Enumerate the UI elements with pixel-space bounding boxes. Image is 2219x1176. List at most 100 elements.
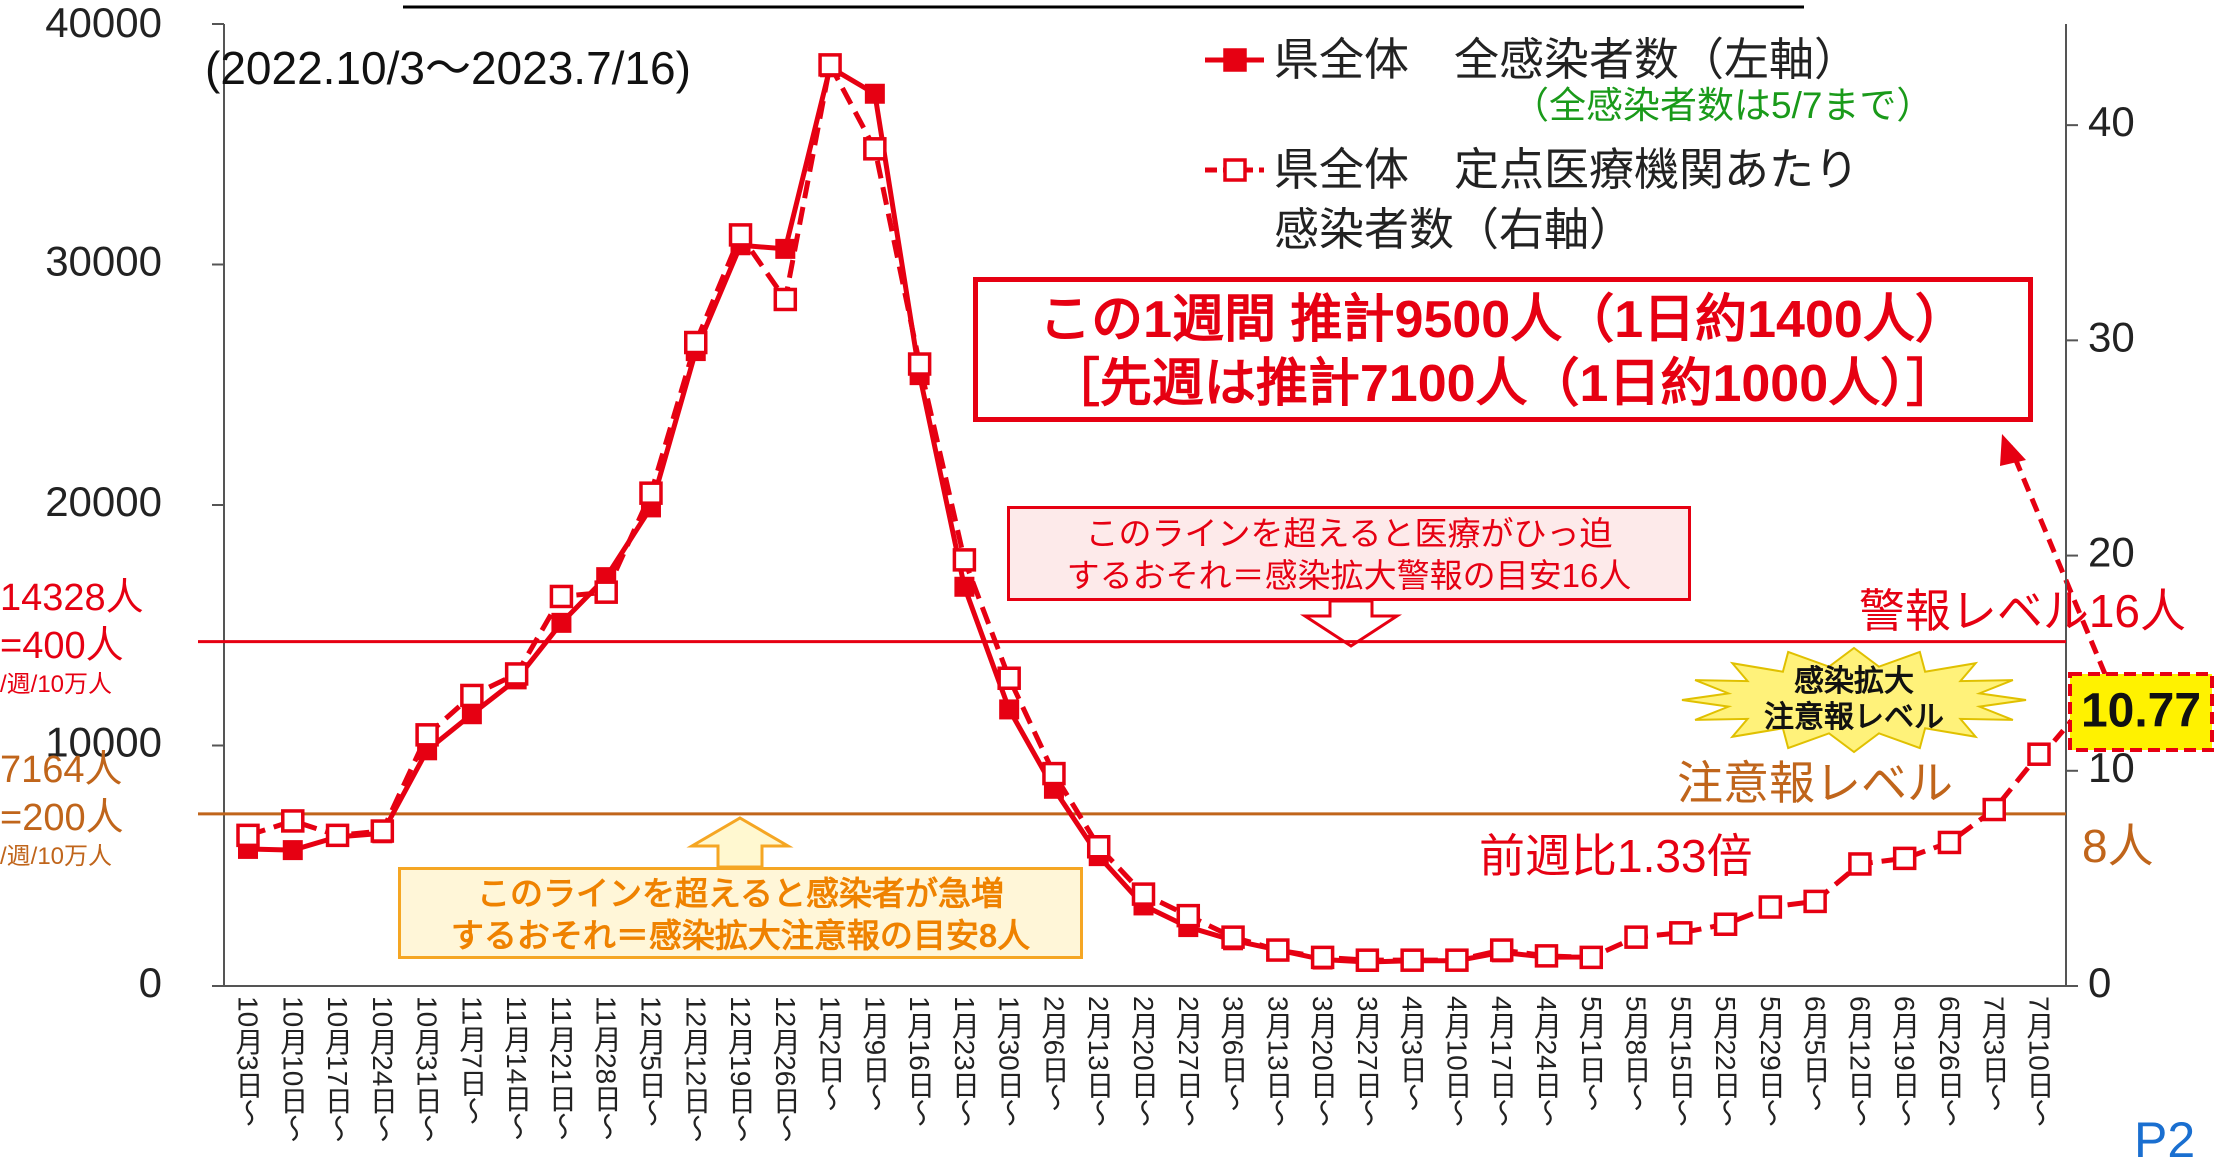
series-marker [1042, 761, 1066, 786]
threshold-left-line: /週/10万人 [0, 670, 113, 698]
series-marker [551, 612, 572, 633]
x-tick-label: 10月17日～ [322, 996, 353, 1142]
legend-marker [1223, 48, 1247, 72]
series-marker [999, 699, 1020, 720]
series-marker [997, 666, 1021, 690]
alert-note: このラインを超えると医療がひっ迫 するおそれ＝感染拡大警報の目安16人 [1007, 506, 1691, 601]
x-tick-label: 6月26日～ [1934, 996, 1965, 1127]
star-line: 感染拡大 [1794, 665, 1914, 698]
x-tick-label: 2月20日～ [1128, 996, 1159, 1127]
series-marker [864, 83, 885, 104]
threshold-left-line: 7164人 [0, 748, 123, 791]
value-label-box [2068, 672, 2214, 752]
x-tick-label: 10月10日～ [277, 996, 308, 1142]
series-marker [1086, 835, 1111, 859]
series-marker [952, 548, 977, 572]
y-tick-label: 0 [139, 959, 162, 1006]
series-marker [1579, 945, 1603, 970]
pointer-arrow-head [2000, 434, 2026, 466]
period: (2022.10/3～2023.7/16) [205, 42, 691, 94]
x-tick-label: 2月6日～ [1038, 996, 1069, 1111]
x-tick-label: 5月1日～ [1576, 996, 1607, 1111]
threshold-left-label: 7164人 =200人/週/10万人 [0, 746, 220, 872]
x-tick-label: 3月13日～ [1262, 996, 1293, 1127]
series-marker [639, 481, 663, 505]
series-marker [1669, 921, 1693, 945]
series-marker [1355, 948, 1380, 972]
x-tick-label: 11月28日～ [591, 996, 622, 1140]
x-tick-label: 4月3日～ [1397, 996, 1428, 1111]
series-marker [1131, 882, 1156, 906]
series-marker [282, 840, 303, 861]
threshold-label: 注意報レベル [1677, 757, 1953, 809]
series-marker [1624, 925, 1648, 949]
estimate-box: この1週間 推計9500人（1日約1400人） ［先週は推計7100人（1日約10… [973, 277, 2033, 422]
series-marker [1713, 912, 1738, 936]
x-tick-label: 12月12日～ [680, 996, 711, 1142]
x-tick-label: 1月9日～ [859, 996, 890, 1111]
x-tick-label: 1月2日～ [815, 996, 846, 1111]
series-marker [504, 662, 529, 686]
legend-label: 県全体 定点医療機関あたり 感染者数（右軸） [1274, 144, 1860, 255]
y-tick-label: 30000 [45, 238, 162, 285]
page-number: P2 [2134, 1112, 2196, 1168]
x-tick-label: 12月5日～ [635, 996, 666, 1127]
series-marker [1848, 852, 1872, 876]
series-marker [1982, 797, 2006, 822]
series-marker [1310, 945, 1335, 970]
series-marker [728, 223, 753, 247]
caution-line: このラインを超えると感染者が急増 [476, 875, 1004, 912]
x-tick-label: 1月30日～ [994, 996, 1025, 1127]
series-marker [594, 580, 618, 604]
star-text: 感染拡大 注意報レベル [1714, 664, 1994, 736]
caution-arrow [686, 816, 794, 869]
alert-arrow [1299, 599, 1403, 648]
series-marker [863, 137, 887, 161]
x-tick-label: 4月24日～ [1531, 996, 1562, 1127]
x-tick-label: 10月24日～ [367, 996, 398, 1142]
x-tick-label: 4月10日～ [1441, 996, 1472, 1127]
x-tick-label: 5月22日～ [1710, 996, 1741, 1127]
x-tick-label: 7月3日～ [1979, 996, 2010, 1111]
series-marker [236, 823, 260, 848]
x-tick-label: 6月12日～ [1844, 996, 1875, 1127]
series-marker [1803, 889, 1827, 914]
series-marker [2027, 742, 2051, 766]
x-tick-label: 4月17日～ [1486, 996, 1517, 1127]
estimate-line: この1週間 推計9500人（1日約1400人） [1039, 291, 1967, 349]
series-marker [1489, 938, 1514, 962]
x-tick-label: 1月16日～ [904, 996, 935, 1127]
threshold-left-line: =400人 [0, 624, 124, 667]
threshold-left-line: 14328人 [0, 576, 144, 619]
series-marker [1266, 938, 1290, 962]
threshold-label: 警報レベル16人 [1859, 585, 2186, 637]
series-marker [1937, 830, 1962, 855]
caution-note: このラインを超えると感染者が急増 するおそれ＝感染拡大注意報の目安8人 [398, 867, 1083, 959]
series-marker [1221, 925, 1245, 949]
series-marker [281, 809, 305, 833]
x-tick-label: 3月27日～ [1352, 996, 1383, 1127]
ratio: 前週比1.33倍 [1479, 830, 1753, 882]
series-marker [325, 823, 350, 848]
estimate-line: ［先週は推計7100人（1日約1000人）］ [1047, 355, 1959, 413]
series-marker [907, 352, 932, 376]
series-marker [415, 723, 439, 747]
threshold-left-label: 14328人 =400人/週/10万人 [0, 574, 220, 700]
x-tick-label: 5月15日～ [1665, 996, 1696, 1127]
series-marker [954, 576, 975, 597]
series-marker [461, 704, 482, 725]
series-marker [1176, 903, 1201, 928]
legend-note: （全感染者数は5/7まで） [1512, 85, 1934, 126]
x-tick-label: 10月3日～ [233, 996, 264, 1127]
y-tick-label: 40000 [45, 0, 162, 46]
value-label: 10.77 [2081, 685, 2201, 738]
x-tick-label: 11月21日～ [546, 996, 577, 1140]
series-marker [1534, 944, 1559, 968]
threshold-left-line: /週/10万人 [0, 842, 113, 870]
y2-tick-label: 40 [2088, 98, 2135, 145]
threshold-left-line: =200人 [0, 796, 124, 839]
legend-marker [1223, 158, 1247, 182]
x-tick-label: 7月10日～ [2024, 996, 2055, 1127]
pointer-arrow [2007, 445, 2108, 675]
x-tick-label: 5月29日～ [1755, 996, 1786, 1127]
